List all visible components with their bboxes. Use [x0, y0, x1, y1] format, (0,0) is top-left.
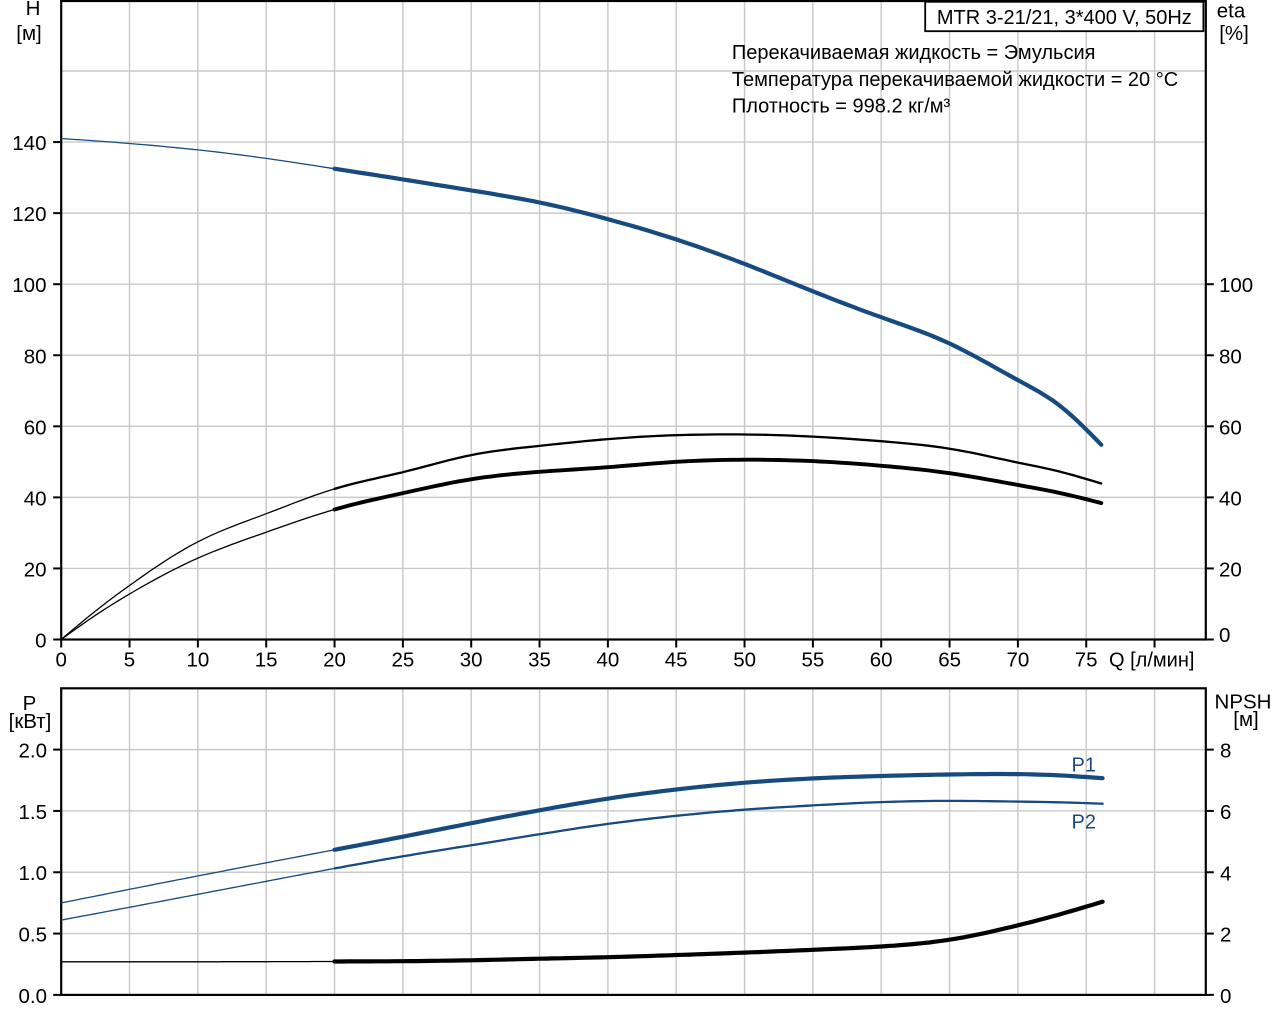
svg-text:60: 60	[870, 649, 893, 672]
svg-text:20: 20	[1219, 558, 1242, 581]
svg-text:65: 65	[938, 649, 961, 672]
svg-text:P2: P2	[1072, 812, 1096, 834]
svg-text:1.0: 1.0	[19, 862, 48, 885]
svg-text:Температура перекачиваемой жид: Температура перекачиваемой жидкости = 20…	[732, 69, 1178, 91]
svg-text:6: 6	[1220, 801, 1231, 824]
svg-text:8: 8	[1220, 740, 1231, 763]
svg-text:45: 45	[665, 649, 688, 672]
svg-text:80: 80	[24, 345, 47, 368]
svg-text:120: 120	[12, 203, 46, 226]
svg-text:75: 75	[1075, 649, 1098, 672]
svg-text:[кВт]: [кВт]	[9, 710, 52, 733]
svg-text:4: 4	[1220, 862, 1231, 885]
svg-text:55: 55	[801, 649, 824, 672]
svg-text:40: 40	[1219, 487, 1242, 510]
svg-text:0: 0	[1220, 985, 1231, 1008]
svg-text:70: 70	[1006, 649, 1029, 672]
svg-text:2.0: 2.0	[19, 740, 48, 763]
svg-text:0: 0	[55, 649, 66, 672]
svg-text:[м]: [м]	[16, 22, 42, 45]
svg-text:1.5: 1.5	[19, 801, 48, 824]
svg-text:H: H	[26, 0, 41, 20]
svg-text:25: 25	[391, 649, 414, 672]
svg-text:60: 60	[24, 416, 47, 439]
svg-text:40: 40	[24, 487, 47, 510]
svg-text:Перекачиваемая жидкость = Эмул: Перекачиваемая жидкость = Эмульсия	[732, 42, 1096, 64]
svg-text:0: 0	[35, 630, 46, 653]
svg-text:30: 30	[460, 649, 483, 672]
svg-text:eta: eta	[1217, 0, 1246, 23]
svg-text:35: 35	[528, 649, 551, 672]
svg-text:80: 80	[1219, 345, 1242, 368]
svg-text:60: 60	[1219, 416, 1242, 439]
svg-text:P: P	[23, 692, 37, 715]
svg-text:0.0: 0.0	[19, 985, 48, 1008]
svg-text:Плотность = 998.2 кг/м³: Плотность = 998.2 кг/м³	[732, 96, 951, 118]
svg-text:5: 5	[124, 649, 135, 672]
svg-text:40: 40	[596, 649, 619, 672]
svg-text:140: 140	[12, 132, 46, 155]
svg-text:MTR 3-21/21, 3*400 V, 50Hz: MTR 3-21/21, 3*400 V, 50Hz	[937, 7, 1192, 29]
svg-text:100: 100	[1219, 274, 1253, 297]
svg-text:NPSH: NPSH	[1215, 691, 1272, 714]
svg-text:2: 2	[1220, 924, 1231, 947]
svg-text:[м]: [м]	[1233, 708, 1259, 731]
svg-text:10: 10	[186, 649, 209, 672]
svg-text:Q [л/мин]: Q [л/мин]	[1109, 650, 1194, 672]
svg-text:0: 0	[1219, 624, 1230, 647]
svg-text:0.5: 0.5	[19, 924, 48, 947]
svg-text:[%]: [%]	[1219, 22, 1249, 45]
svg-text:50: 50	[733, 649, 756, 672]
svg-text:100: 100	[12, 274, 46, 297]
svg-text:P1: P1	[1072, 755, 1096, 777]
svg-text:15: 15	[255, 649, 278, 672]
svg-text:20: 20	[323, 649, 346, 672]
svg-text:20: 20	[24, 558, 47, 581]
